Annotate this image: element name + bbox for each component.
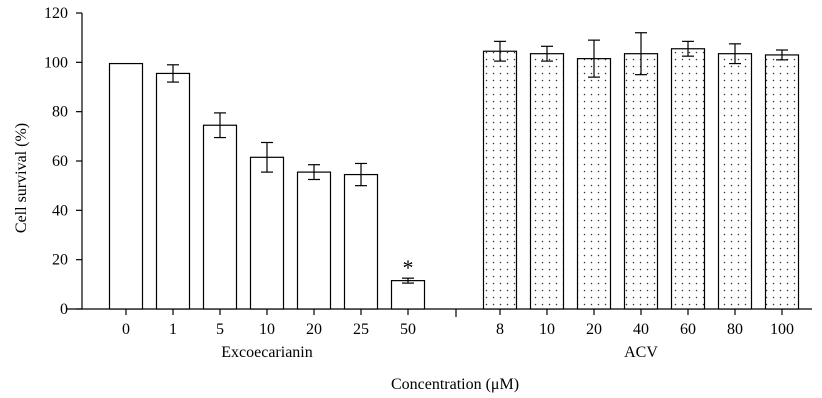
x-tick-label: 20 bbox=[586, 321, 602, 338]
group-label-excoecarianin: Excoecarianin bbox=[221, 344, 313, 361]
bar-acv-100 bbox=[764, 54, 800, 310]
bar-acv-20 bbox=[576, 58, 612, 310]
x-tick-label: 10 bbox=[259, 321, 275, 338]
bar-acv-80 bbox=[717, 53, 753, 310]
bar-acv-40 bbox=[623, 53, 659, 310]
x-tick-label: 40 bbox=[633, 321, 649, 338]
x-tick-label: 60 bbox=[680, 321, 696, 338]
labels: 0 20 40 60 80 100 120 0 1 5 10 20 25 * 50 Excoecarianin… bbox=[44, 5, 794, 361]
bar-acv-8 bbox=[482, 50, 518, 310]
x-tick-label: 1 bbox=[169, 321, 177, 338]
y-tick-label: 40 bbox=[52, 202, 68, 219]
bar-acv-10 bbox=[529, 53, 565, 310]
x-tick-label: 80 bbox=[727, 321, 743, 338]
group-label-acv: ACV bbox=[624, 344, 658, 361]
y-tick-label: 20 bbox=[52, 252, 68, 269]
bars bbox=[108, 32, 800, 310]
x-tick-label: 5 bbox=[216, 321, 224, 338]
x-tick-label: 20 bbox=[306, 321, 322, 338]
bar-excoecarianin-1 bbox=[155, 72, 191, 310]
y-tick-label: 0 bbox=[60, 301, 68, 318]
y-axis-title: Cell survival (%) bbox=[13, 123, 30, 233]
bar-excoecarianin-25 bbox=[343, 173, 379, 310]
significance-mark: * bbox=[403, 255, 414, 280]
bar-excoecarianin-20 bbox=[296, 171, 332, 310]
y-tick-label: 120 bbox=[44, 5, 68, 22]
y-tick-label: 80 bbox=[52, 104, 68, 121]
y-tick-label: 100 bbox=[44, 54, 68, 71]
x-axis-title: Concentration (μM) bbox=[391, 376, 519, 393]
x-tick-label: 100 bbox=[770, 321, 794, 338]
bar-acv-60 bbox=[670, 48, 706, 310]
bar-excoecarianin-10 bbox=[249, 156, 285, 310]
x-tick-label: 50 bbox=[400, 321, 416, 338]
x-tick-label: 25 bbox=[353, 321, 369, 338]
x-tick-label: 0 bbox=[122, 321, 130, 338]
bar-excoecarianin-5 bbox=[202, 124, 238, 310]
bar-excoecarianin-50 bbox=[390, 280, 426, 310]
x-tick-label: 8 bbox=[496, 321, 504, 338]
bar-excoecarianin-0 bbox=[108, 62, 144, 310]
y-tick-label: 60 bbox=[52, 153, 68, 170]
x-tick-label: 10 bbox=[539, 321, 555, 338]
